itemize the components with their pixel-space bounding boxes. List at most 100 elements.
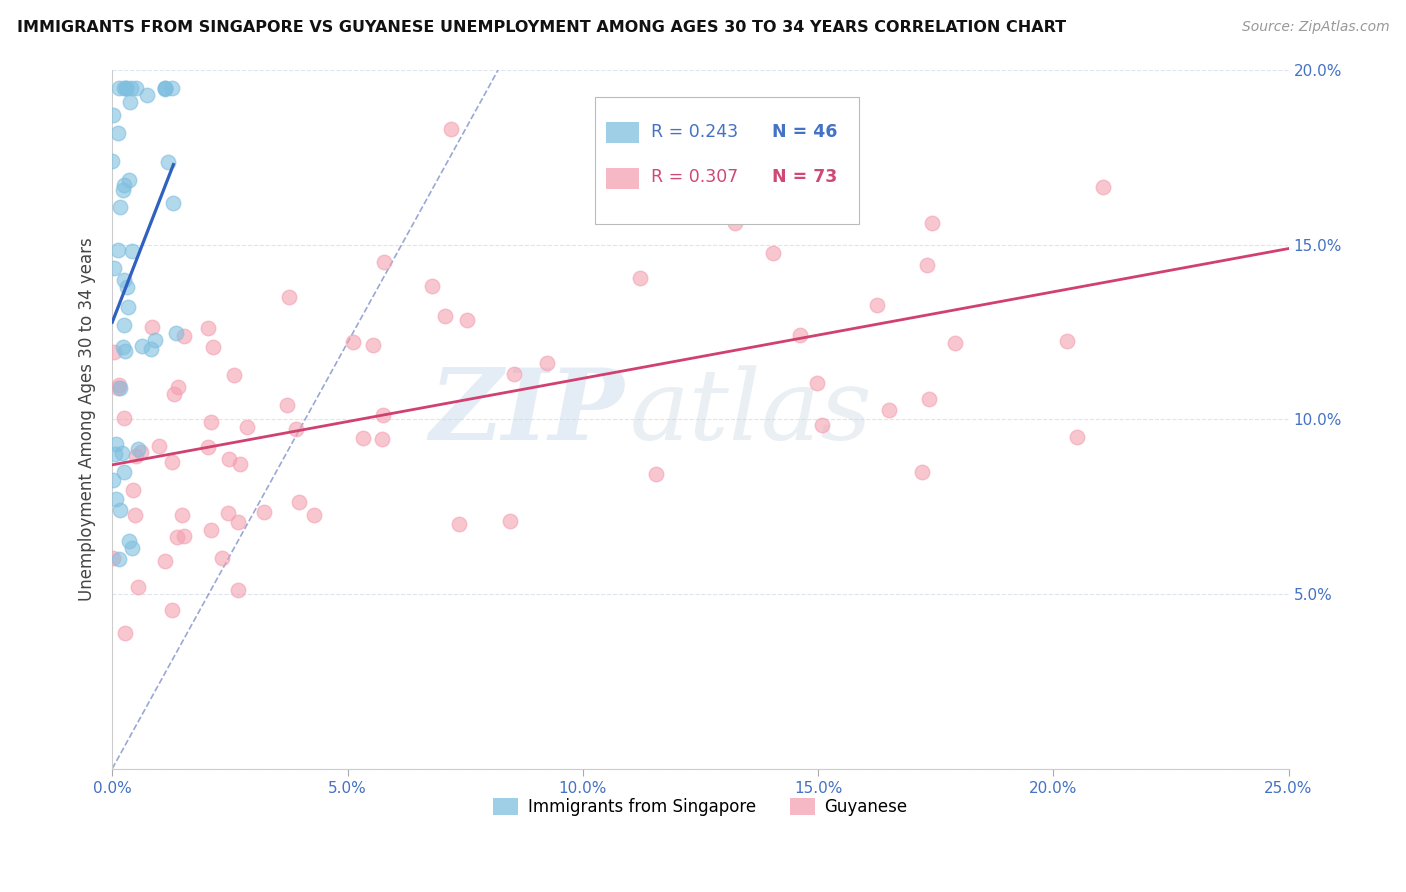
Point (107, 243, 129, 257)
Point (226, 582, 249, 597)
Point (117, 173, 139, 187)
Point (108, 503, 131, 517)
Point (125, 80, 148, 95)
Point (115, 280, 138, 294)
Point (104, 447, 127, 461)
Point (285, 422, 308, 436)
Point (129, 444, 152, 458)
Point (226, 515, 249, 529)
Point (197, 321, 219, 335)
Point (218, 452, 240, 467)
Text: IMMIGRANTS FROM SINGAPORE VS GUYANESE UNEMPLOYMENT AMONG AGES 30 TO 34 YEARS COR: IMMIGRANTS FROM SINGAPORE VS GUYANESE UN… (17, 20, 1066, 35)
Point (148, 439, 170, 453)
Text: atlas: atlas (630, 365, 873, 460)
Point (153, 554, 176, 568)
Point (111, 183, 134, 197)
Point (866, 298, 889, 312)
Point (162, 80, 184, 95)
Point (107, 127, 129, 141)
Point (103, 345, 125, 359)
Point (352, 431, 374, 445)
Point (200, 523, 222, 537)
Point (115, 80, 138, 95)
Point (108, 200, 131, 214)
Bar (606, 168, 640, 189)
Point (724, 215, 747, 229)
Point (127, 580, 149, 594)
Point (162, 455, 184, 469)
Point (131, 338, 153, 352)
Point (112, 178, 135, 192)
Point (127, 442, 149, 457)
Point (806, 376, 828, 391)
Point (136, 88, 159, 103)
Point (103, 550, 125, 565)
Point (1066, 430, 1088, 444)
Point (141, 320, 163, 334)
Point (628, 270, 651, 285)
Point (811, 417, 834, 432)
Point (676, 169, 699, 183)
Point (156, 155, 179, 169)
Point (155, 80, 177, 95)
Point (229, 457, 252, 471)
Point (440, 122, 463, 136)
Point (910, 465, 932, 479)
Point (456, 313, 478, 327)
Point (918, 392, 941, 406)
Point (503, 368, 526, 382)
Point (166, 530, 188, 544)
Point (1092, 179, 1115, 194)
Point (112, 318, 135, 332)
Point (105, 436, 128, 450)
Text: Source: ZipAtlas.com: Source: ZipAtlas.com (1241, 20, 1389, 34)
Point (115, 80, 138, 95)
Text: R = 0.243: R = 0.243 (651, 122, 738, 141)
Point (125, 450, 148, 464)
Point (172, 508, 194, 523)
Point (101, 108, 124, 122)
Point (112, 465, 135, 479)
Point (153, 82, 176, 96)
Point (373, 254, 395, 268)
Point (108, 377, 131, 392)
Bar (606, 122, 640, 144)
Point (108, 552, 131, 566)
Point (121, 244, 143, 258)
Point (139, 342, 162, 356)
FancyBboxPatch shape (595, 96, 859, 224)
Point (449, 517, 471, 532)
Point (160, 603, 183, 617)
Point (217, 507, 239, 521)
Point (302, 508, 325, 523)
Point (762, 246, 785, 260)
Point (1056, 334, 1078, 349)
Point (114, 626, 136, 640)
Point (252, 505, 274, 519)
Point (224, 368, 246, 382)
Point (105, 492, 128, 507)
Point (645, 467, 668, 481)
Point (120, 80, 142, 95)
Point (111, 445, 134, 459)
Point (112, 410, 135, 425)
Text: N = 46: N = 46 (772, 122, 838, 141)
Point (117, 300, 139, 314)
Point (236, 420, 259, 434)
Point (112, 80, 135, 95)
Point (877, 402, 900, 417)
Point (121, 483, 143, 498)
Point (945, 336, 967, 351)
Point (536, 356, 558, 370)
Text: R = 0.307: R = 0.307 (651, 168, 738, 186)
Point (342, 334, 364, 349)
Point (921, 216, 943, 230)
Point (173, 328, 195, 343)
Point (103, 261, 125, 276)
Text: ZIP: ZIP (429, 364, 624, 460)
Point (117, 533, 139, 548)
Point (371, 408, 394, 422)
Point (162, 196, 184, 211)
Point (101, 473, 124, 487)
Point (371, 433, 394, 447)
